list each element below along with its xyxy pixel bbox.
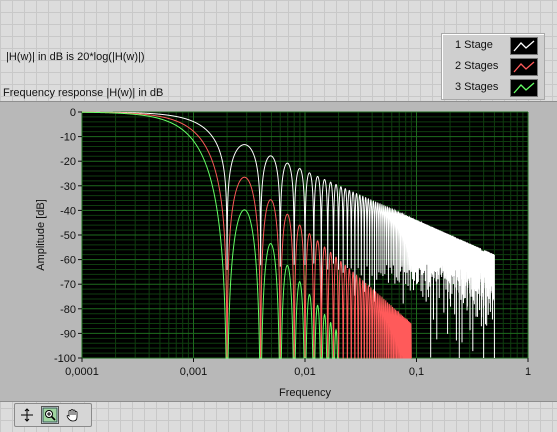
x-tick-label: 0,01 xyxy=(294,366,315,378)
series-line-1-stage xyxy=(82,111,495,359)
y-tick-label: -10 xyxy=(60,132,76,144)
x-tick-labels: 0,0001 0,001 0,01 0,1 1 xyxy=(65,358,531,378)
y-tick-label: -70 xyxy=(60,279,76,291)
legend-label-1-stage: 1 Stage xyxy=(455,39,493,51)
x-axis-label: Frequency xyxy=(279,387,331,399)
y-axis-label: Amplitude [dB] xyxy=(35,199,47,271)
x-tick-label: 1 xyxy=(525,366,531,378)
zoom-tool-icon[interactable] xyxy=(41,406,59,424)
legend-label-2-stages: 2 Stages xyxy=(455,60,499,72)
db-formula-note: |H(w)| in dB is 20*log(|H(w)|) xyxy=(6,51,145,63)
series-line-3-stage xyxy=(82,111,339,359)
series-line-2-stage xyxy=(82,111,412,359)
y-tick-labels: 0 -10 -20 -30 -40 -50 -60 -70 -80 -90 -100 xyxy=(54,107,82,365)
green-line-sample-icon[interactable] xyxy=(510,79,538,97)
pan-hand-tool-icon[interactable] xyxy=(64,406,82,424)
graph-panel: 0 -10 -20 -30 -40 -50 -60 -70 -80 -90 -100 0,0001 0… xyxy=(0,101,557,402)
y-tick-label: -40 xyxy=(60,205,76,217)
y-tick-label: -50 xyxy=(60,230,76,242)
red-line-sample-icon[interactable] xyxy=(510,58,538,76)
y-tick-label: -100 xyxy=(54,353,76,365)
y-tick-label: 0 xyxy=(70,107,76,119)
x-tick-label: 0,1 xyxy=(409,366,424,378)
y-tick-label: -30 xyxy=(60,181,76,193)
x-tick-label: 0,001 xyxy=(180,366,208,378)
frequency-response-chart[interactable]: 0-10-20-30-40-50-60-70-80-90-100 0,0001 0… xyxy=(0,102,557,401)
legend-label-3-stages: 3 Stages xyxy=(455,81,499,93)
y-tick-label: -80 xyxy=(60,304,76,316)
y-tick-label: -20 xyxy=(60,156,76,168)
legend-item-3-stages[interactable]: 3 Stages xyxy=(442,77,544,98)
plot-legend[interactable]: 1 Stage 2 Stages 3 Stages xyxy=(441,33,545,100)
y-tick-label: -90 xyxy=(60,328,76,340)
graph-caption: Frequency response |H(w)| in dB xyxy=(3,87,164,99)
legend-item-1-stage[interactable]: 1 Stage xyxy=(442,35,544,56)
white-line-sample-icon[interactable] xyxy=(510,37,538,55)
graph-palette-toolbar xyxy=(14,403,92,427)
y-tick-label: -60 xyxy=(60,255,76,267)
cursor-move-tool-icon[interactable] xyxy=(18,406,36,424)
legend-item-2-stages[interactable]: 2 Stages xyxy=(442,56,544,77)
x-tick-label: 0,0001 xyxy=(65,366,99,378)
series-curves xyxy=(82,111,495,359)
